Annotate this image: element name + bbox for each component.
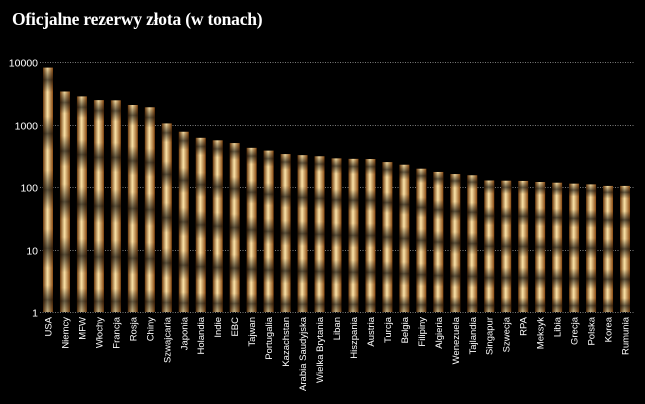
bar-shading [603, 185, 614, 312]
x-tick-label: Japonia [179, 316, 190, 350]
x-tick-label: Szwajcaria [162, 316, 173, 363]
chart-title: Oficjalne rezerwy złota (w tonach) [12, 9, 263, 29]
x-tick-label: Austria [366, 316, 377, 346]
x-tick-label: Grecja [570, 316, 581, 345]
x-tick-label: Rumunia [621, 316, 632, 355]
x-tick-label: Belgia [400, 316, 411, 343]
x-tick-label: Szwecja [502, 316, 513, 352]
bar-shading [416, 168, 427, 312]
y-tick-label: 10 [26, 246, 38, 258]
y-tick-label: 100 [20, 183, 38, 195]
bar-shading [110, 100, 121, 312]
x-tick-label: Portugalia [264, 316, 275, 359]
x-tick-label: Niemcy [60, 317, 71, 349]
y-tick-label: 1000 [15, 121, 39, 133]
bar-shading [195, 137, 206, 312]
x-tick-label: Singapur [485, 317, 496, 355]
x-tick-label: EBC [230, 317, 241, 337]
x-tick-label: Korea [604, 316, 615, 342]
bar-shading [127, 105, 138, 312]
x-tick-label: Indie [213, 317, 224, 338]
bar-shading [501, 180, 512, 312]
bar-shading [586, 184, 597, 312]
bar-shading [43, 67, 53, 312]
bar-shading [382, 162, 393, 312]
x-tick-label: Tajwan [247, 317, 258, 347]
y-tick-label: 10000 [9, 58, 38, 70]
bar-shading [297, 155, 308, 312]
bar-shading [433, 171, 444, 312]
x-tick-label: Chiny [145, 317, 156, 342]
x-tick-label: Kazachstan [281, 317, 292, 367]
bar-shading [161, 123, 172, 312]
bar-shading [144, 107, 155, 313]
bar-shading [331, 158, 342, 312]
bar-shading [229, 143, 240, 312]
bar-shading [314, 156, 325, 312]
y-tick-label: 1 [32, 308, 38, 320]
bar-shading [569, 183, 580, 312]
x-tick-label: Wenezuela [451, 316, 462, 364]
x-tick-label: Filipiny [417, 317, 428, 347]
x-tick-label: Polska [587, 316, 598, 345]
x-tick-label: Tajlandia [468, 316, 479, 354]
x-tick-label: Libia [553, 316, 564, 337]
bar-shading [535, 182, 546, 312]
y-axis-labels: 1 10 100 1000 10000 [9, 58, 38, 320]
bar-shading [246, 147, 257, 312]
x-tick-label: MFW [77, 317, 88, 340]
bar-shading [178, 131, 189, 312]
x-tick-label: Holandia [196, 316, 207, 354]
x-tick-label: Francja [111, 316, 122, 348]
bar-shading [59, 91, 70, 312]
x-tick-label: USA [44, 316, 55, 336]
x-tick-label: Wielka Brytania [315, 316, 326, 383]
bar-shading [484, 180, 495, 312]
bars [43, 67, 630, 313]
bar-shading [365, 159, 376, 312]
x-tick-label: Włochy [94, 317, 105, 348]
x-tick-label: Meksyk [536, 317, 547, 349]
x-tick-label: Liban [332, 317, 343, 340]
bar-shading [552, 182, 563, 312]
bar-shading [348, 158, 359, 312]
x-tick-label: RPA [519, 316, 530, 335]
x-tick-label: Rosja [128, 316, 139, 341]
x-tick-label: Hiszpania [349, 316, 360, 358]
x-tick-label: Turcja [383, 316, 394, 343]
grid-lines [40, 62, 634, 313]
bar-shading [399, 164, 410, 312]
x-tick-label: Arabia Saudyjska [298, 316, 309, 391]
bar-shading [280, 154, 291, 312]
x-tick-label: Algieria [434, 316, 445, 348]
bar-shading [93, 100, 104, 312]
bar-shading [467, 175, 478, 312]
bar-shading [518, 180, 529, 312]
bar-shading [212, 140, 223, 312]
bar-shading [620, 185, 630, 312]
x-axis-labels: USA Niemcy MFW Włochy Francja Rosja Chiny Szwaj… [44, 316, 632, 391]
bar-shading [450, 174, 461, 312]
bar-shading [76, 96, 87, 313]
bar-shading [263, 150, 274, 312]
